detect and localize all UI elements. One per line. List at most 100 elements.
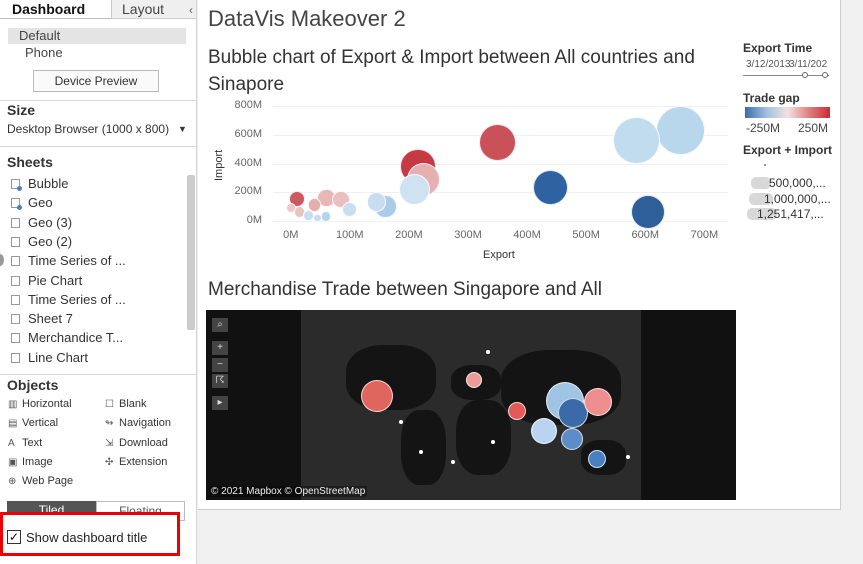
device-preview-button[interactable]: Device Preview (33, 70, 159, 92)
bubble-mark[interactable] (631, 195, 666, 230)
sheet-item-label: Pie Chart (28, 272, 83, 288)
sheet-item[interactable]: Geo (3) (11, 214, 72, 233)
size-legend-entry: 1,251,417,... (757, 207, 824, 221)
sheet-item[interactable]: Sheet 7 (11, 310, 73, 329)
map-title: Merchandise Trade between Singapore and … (208, 279, 602, 300)
y-tick-label: 800M (234, 99, 262, 112)
object-web-page[interactable]: ⊕ Web Page (8, 473, 73, 490)
object-horizontal-container[interactable]: ▥ Horizontal (8, 396, 72, 413)
horizontal-container-icon: ▥ (8, 399, 18, 410)
trade-map[interactable]: ⌕ + − ☈ ▸ © 2021 Mapbox © OpenStreetMap (206, 310, 736, 500)
export-time-end: 3/11/202 (789, 59, 828, 70)
map-bubble[interactable] (588, 450, 606, 468)
object-download[interactable]: ⇲ Download (105, 435, 168, 452)
dashboard-canvas: DataVis Makeover 2 Bubble chart of Expor… (198, 0, 841, 510)
sheets-scrollbar[interactable] (187, 175, 195, 330)
collapse-sidebar-icon[interactable]: ‹ (189, 3, 193, 17)
tab-layout[interactable]: Layout ‹ (111, 0, 196, 19)
dashboard-title[interactable]: DataVis Makeover 2 (208, 6, 406, 31)
bubble-mark[interactable] (366, 192, 387, 213)
dashboard-sidebar: Dashboard Layout ‹ Default Phone Device P… (0, 0, 197, 564)
bubble-mark[interactable] (479, 123, 517, 161)
sheet-item[interactable]: Pie Chart (11, 272, 82, 291)
sidebar-tabs: Dashboard Layout ‹ (0, 0, 196, 19)
map-bubble[interactable] (561, 428, 583, 450)
size-dropdown[interactable]: Desktop Browser (1000 x 800) (7, 122, 170, 136)
bubble-chart-title: Bubble chart of Export & Import between … (208, 47, 695, 95)
resize-handle[interactable] (0, 254, 4, 266)
download-icon: ⇲ (105, 437, 114, 449)
show-title-label[interactable]: Show dashboard title (26, 530, 148, 545)
expand-toolbar-button[interactable]: ▸ (212, 396, 228, 410)
bubble-mark[interactable] (655, 105, 706, 156)
map-bubble[interactable] (361, 380, 393, 412)
x-tick-label: 600M (631, 229, 660, 241)
gridline (273, 192, 728, 194)
trade-gap-min: -250M (746, 121, 781, 135)
object-navigation[interactable]: ↬ Navigation (105, 415, 171, 432)
device-default[interactable]: Default (8, 28, 186, 44)
map-dot (491, 440, 495, 444)
object-label: Horizontal (22, 398, 72, 410)
export-time-slider[interactable] (743, 75, 829, 76)
export-time-start: 3/12/2013 (746, 59, 791, 70)
map-search-button[interactable]: ⌕ (212, 318, 228, 332)
sheet-item[interactable]: Geo (2) (11, 233, 72, 252)
gridline (273, 163, 728, 165)
sheet-item[interactable]: Merchandice T... (11, 329, 123, 348)
show-title-checkbox[interactable]: ✓ (7, 530, 21, 544)
object-extension[interactable]: ✣ Extension (105, 454, 167, 471)
sheet-item[interactable]: Time Series of ... (11, 252, 126, 271)
bubble-chart[interactable]: 0M 200M 400M 600M 800M 0M 100M 200M 300M 400M 500M… (198, 0, 738, 270)
bubble-mark[interactable] (342, 201, 358, 218)
chevron-down-icon[interactable]: ▼ (178, 124, 187, 134)
zoom-in-button[interactable]: + (212, 341, 228, 355)
object-blank[interactable]: ☐ Blank (105, 396, 147, 413)
object-image[interactable]: ▣ Image (8, 454, 53, 471)
text-icon: A (8, 437, 15, 449)
sheet-item-label: Time Series of ... (28, 291, 126, 307)
sheet-item[interactable]: Geo (11, 194, 53, 213)
pan-tool-button[interactable]: ☈ (212, 374, 228, 388)
object-label: Extension (119, 455, 168, 468)
size-legend-dot (764, 164, 766, 166)
bubble-mark[interactable] (285, 203, 296, 213)
bubble-mark[interactable] (533, 170, 569, 206)
sheet-item[interactable]: Bubble (11, 175, 68, 194)
bubble-mark[interactable] (307, 198, 321, 212)
map-bubble[interactable] (558, 398, 588, 428)
size-legend-entry: 500,000,... (769, 176, 826, 190)
divider (0, 100, 196, 101)
map-dot (419, 450, 423, 454)
x-tick-label: 200M (395, 229, 423, 241)
sheet-item[interactable]: Time Series of ... (11, 291, 126, 310)
bubble-mark[interactable] (320, 211, 332, 222)
map-bubble[interactable] (584, 388, 612, 416)
bubble-mark[interactable] (312, 213, 322, 223)
map-dot (451, 460, 455, 464)
map-credit[interactable]: © 2021 Mapbox © OpenStreetMap (209, 486, 368, 497)
tab-layout-label: Layout (122, 1, 165, 17)
worksheet-used-icon (11, 179, 22, 191)
device-phone[interactable]: Phone (25, 45, 63, 60)
y-tick-label: 600M (234, 127, 262, 140)
sheet-item-label: Geo (3) (28, 214, 73, 230)
sheets-heading: Sheets (7, 154, 53, 170)
map-bubble[interactable] (531, 418, 557, 444)
web-page-icon: ⊕ (8, 476, 17, 488)
sheet-item[interactable]: Line Chart (11, 349, 88, 368)
slider-handle-start[interactable] (802, 72, 808, 78)
zoom-out-button[interactable]: − (212, 358, 228, 372)
slider-handle-end[interactable] (822, 72, 828, 78)
sheet-item-label: Line Chart (28, 349, 88, 365)
object-vertical-container[interactable]: ▤ Vertical (8, 415, 58, 432)
tab-dashboard[interactable]: Dashboard (0, 0, 111, 19)
map-bubble[interactable] (508, 402, 526, 420)
map-bubble[interactable] (466, 372, 482, 388)
bubble-mark[interactable] (613, 117, 660, 164)
bubble-mark[interactable] (399, 173, 431, 205)
object-text[interactable]: A Text (8, 435, 42, 452)
sheet-item-label: Geo (2) (28, 233, 73, 249)
size-legend-mark (751, 177, 771, 189)
